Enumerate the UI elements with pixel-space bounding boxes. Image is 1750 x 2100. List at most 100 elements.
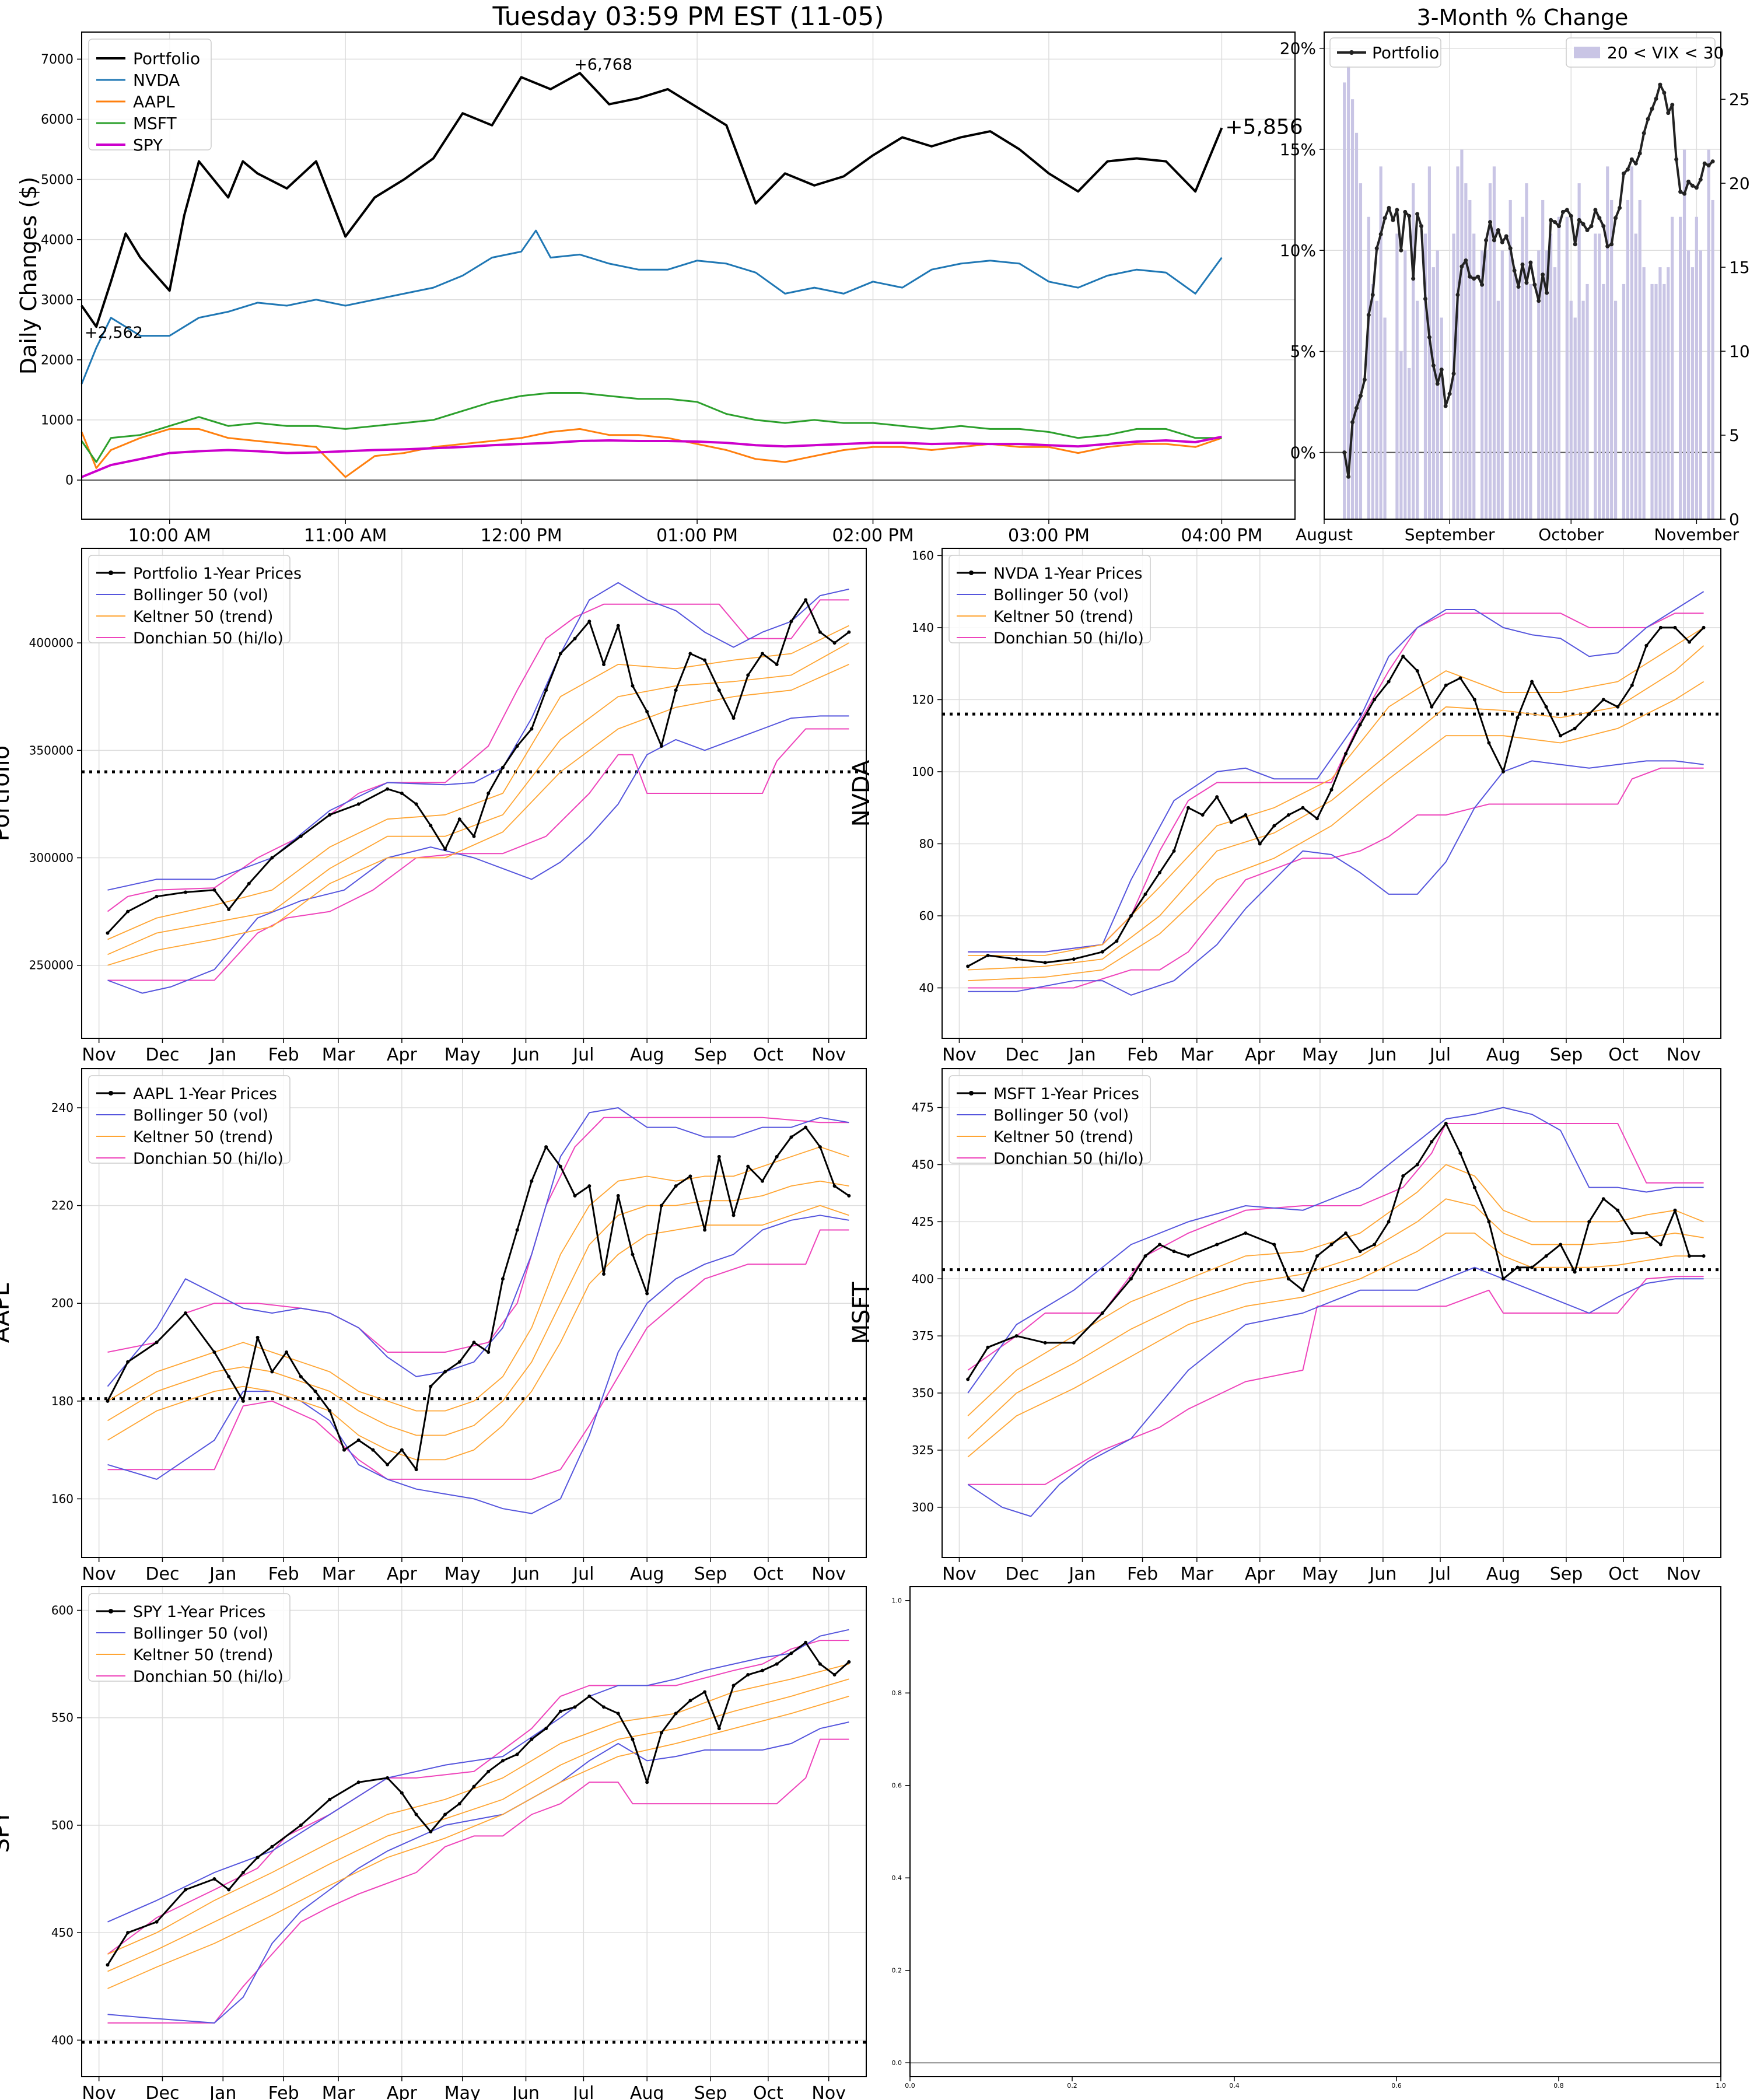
vix-bar	[1573, 317, 1577, 519]
series-point	[1407, 214, 1412, 218]
price-point	[847, 1194, 851, 1198]
legend-label: Keltner 50 (trend)	[993, 608, 1133, 626]
price-point	[184, 1311, 188, 1315]
price-point	[227, 907, 231, 911]
x-tick-label: Mar	[1181, 1045, 1214, 1065]
price-point	[1444, 683, 1448, 687]
series-line-spy	[81, 435, 1222, 478]
vix-bar	[1371, 284, 1374, 519]
price-point	[386, 1776, 390, 1780]
price-point	[1286, 813, 1290, 817]
series-point	[1686, 179, 1690, 184]
legend-label: Keltner 50 (trend)	[133, 608, 273, 626]
x-tick-label: Nov	[942, 1045, 977, 1065]
price-point	[1544, 705, 1548, 709]
price-point	[1043, 1340, 1047, 1345]
price-point	[760, 652, 764, 656]
price-point	[328, 813, 332, 817]
price-point	[1129, 914, 1133, 918]
y-tick-label: 180	[51, 1394, 74, 1408]
axes-frame	[81, 1068, 867, 1558]
price-point	[1401, 654, 1405, 659]
price-point	[1358, 1250, 1362, 1254]
vix-bar	[1695, 216, 1698, 520]
bollinger-upper-line	[107, 1107, 849, 1387]
vix-bar	[1602, 284, 1605, 519]
chart-aapl_1y: 160 180 200 220 240 Nov Dec Jan Feb Mar Apr May Jun J…	[0, 1068, 867, 1584]
series-point	[1629, 157, 1634, 162]
price-point	[1616, 705, 1620, 709]
price-point	[1702, 625, 1706, 629]
series-point	[1678, 190, 1683, 194]
y-axis-label: SPY	[0, 1810, 15, 1853]
vix-bar	[1517, 284, 1520, 519]
chart-three_month: 0% 5% 10% 15% 20% August September October Novem…	[1280, 5, 1750, 544]
series-point	[1370, 292, 1375, 297]
legend-label: Donchian 50 (hi/lo)	[133, 629, 284, 648]
series-line-aapl	[80, 428, 1222, 478]
price-point	[804, 1640, 808, 1644]
price-point	[472, 1340, 476, 1345]
y-tick-label: 10%	[1280, 241, 1316, 260]
price-point	[1301, 1288, 1305, 1292]
series-point	[1362, 377, 1367, 382]
price-point	[775, 662, 779, 666]
price-point	[106, 931, 110, 935]
price-point	[457, 1802, 461, 1806]
price-point	[443, 1370, 447, 1374]
price-point	[602, 662, 606, 666]
price-point	[1129, 1277, 1133, 1281]
price-point	[1644, 643, 1648, 648]
x-tick-label: Dec	[145, 2083, 179, 2100]
vix-bar	[1408, 368, 1411, 519]
price-point	[674, 1184, 678, 1188]
series-point	[1637, 151, 1642, 156]
chart-nvda_1y: 40 60 80 100 120 140 160 Nov Dec Jan Feb Mar Apr May J…	[848, 548, 1721, 1065]
y-tick-label: 100	[912, 765, 934, 779]
x-tick-label: Oct	[753, 1564, 783, 1584]
price-point	[732, 1213, 736, 1217]
price-point	[587, 1694, 592, 1698]
keltner-lower-line	[107, 1205, 849, 1461]
y-tick-label: 0%	[1290, 443, 1316, 462]
price-line	[967, 626, 1704, 967]
vix-bar	[1412, 183, 1415, 519]
price-point	[487, 792, 491, 795]
series-point	[1435, 382, 1440, 386]
series-point	[1593, 208, 1598, 212]
price-point	[986, 1345, 990, 1349]
price-point	[717, 1154, 721, 1158]
legend-label: NVDA 1-Year Prices	[993, 565, 1142, 583]
series-point	[1488, 220, 1492, 225]
vix-bar	[1549, 233, 1553, 519]
vix-bar	[1654, 284, 1658, 519]
series-point	[1642, 131, 1646, 135]
x-tick-label: Aug	[630, 1564, 664, 1584]
price-point	[1644, 1231, 1648, 1235]
y2-tick-label: 0	[1729, 510, 1740, 529]
y-tick-label: 160	[51, 1492, 74, 1506]
price-point	[986, 953, 990, 957]
y-tick-label: 7000	[41, 52, 74, 67]
price-point	[106, 1963, 110, 1967]
price-point	[732, 1684, 736, 1688]
x-tick-label: May	[1302, 1564, 1338, 1584]
series-point	[1439, 368, 1444, 372]
series-point	[1476, 274, 1480, 279]
vix-bar	[1671, 216, 1674, 520]
price-point	[659, 1731, 663, 1735]
donchian-upper-line	[107, 1640, 849, 1955]
series-point	[1480, 282, 1485, 287]
price-point	[328, 1797, 332, 1801]
price-point	[1673, 625, 1677, 629]
vix-bar	[1667, 267, 1670, 519]
legend-label: Bollinger 50 (vol)	[133, 586, 268, 604]
vix-bar	[1432, 267, 1435, 519]
price-point	[544, 1727, 548, 1731]
x-tick-label: Mar	[322, 1045, 355, 1065]
series-point	[1577, 218, 1581, 222]
price-point	[1158, 1242, 1162, 1247]
series-point	[1512, 268, 1517, 273]
price-point	[573, 1194, 577, 1198]
x-tick-label: 01:00 PM	[656, 526, 738, 546]
